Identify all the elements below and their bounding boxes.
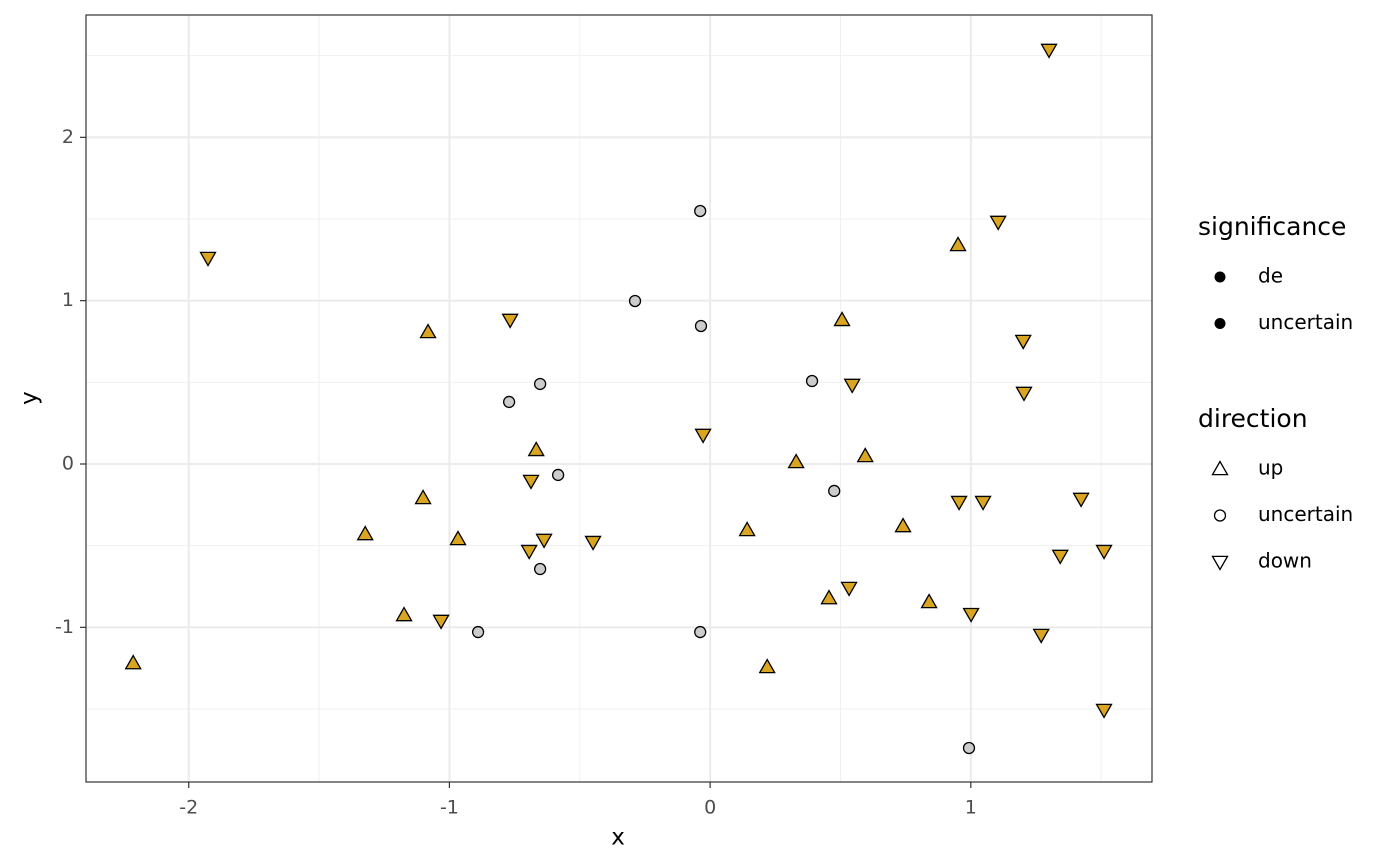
x-axis-title: x <box>611 825 625 851</box>
point <box>1095 703 1113 719</box>
y-axis-title: y <box>17 391 43 405</box>
legend-key <box>1214 318 1226 329</box>
point <box>738 521 756 537</box>
point <box>502 395 516 409</box>
point <box>1015 386 1033 402</box>
y-tick-label: 1 <box>62 289 74 311</box>
y-tick-label: -1 <box>55 616 74 638</box>
point <box>522 474 540 490</box>
point <box>1032 628 1050 644</box>
point <box>501 313 519 329</box>
panel-border <box>85 14 1153 783</box>
point <box>395 606 413 622</box>
point <box>833 311 851 327</box>
point <box>520 544 538 560</box>
legend-key <box>1214 271 1226 283</box>
point <box>432 614 450 630</box>
point <box>758 658 776 674</box>
point <box>820 589 838 605</box>
point <box>828 484 841 498</box>
point <box>949 236 967 252</box>
point <box>1095 544 1113 560</box>
point <box>449 530 467 546</box>
legend-key <box>1213 509 1227 522</box>
point <box>843 378 861 394</box>
point <box>628 294 642 308</box>
point <box>694 319 708 333</box>
legend-key <box>1211 460 1229 476</box>
point <box>356 525 374 541</box>
point <box>551 468 565 482</box>
x-tick-label: -1 <box>440 797 459 819</box>
point <box>533 562 547 576</box>
point <box>920 593 938 609</box>
x-tick-label: -2 <box>179 797 198 819</box>
point <box>124 654 142 670</box>
point <box>1072 492 1090 508</box>
point <box>694 428 712 444</box>
point <box>533 377 547 391</box>
point <box>414 489 432 505</box>
legend-title: direction <box>1198 404 1308 433</box>
point <box>894 517 912 533</box>
point <box>527 441 545 457</box>
legend-label: uncertain <box>1258 502 1353 526</box>
y-tick-label: 0 <box>62 452 74 474</box>
point <box>1051 549 1069 565</box>
point <box>950 495 968 511</box>
legend-label: uncertain <box>1258 310 1353 334</box>
point <box>787 453 805 469</box>
legend-label: down <box>1258 549 1312 573</box>
point <box>989 215 1007 231</box>
point <box>962 607 980 623</box>
point <box>419 323 437 339</box>
point <box>199 251 217 267</box>
point <box>1040 43 1058 59</box>
point <box>856 447 874 463</box>
point <box>694 204 707 218</box>
point <box>694 625 707 639</box>
point <box>471 625 485 639</box>
legend-title: significance <box>1198 212 1346 241</box>
legend-label: de <box>1258 264 1283 288</box>
y-tick-label: 2 <box>62 126 74 148</box>
point <box>840 581 858 597</box>
legend-key <box>1211 555 1229 571</box>
point <box>805 374 819 388</box>
point <box>962 741 976 755</box>
legend-label: up <box>1258 456 1283 480</box>
point <box>1014 334 1032 350</box>
x-tick-label: 1 <box>965 797 977 819</box>
x-tick-label: 0 <box>704 797 716 819</box>
point <box>535 533 553 549</box>
point <box>584 535 602 551</box>
point <box>974 495 992 511</box>
panel <box>86 15 1152 782</box>
